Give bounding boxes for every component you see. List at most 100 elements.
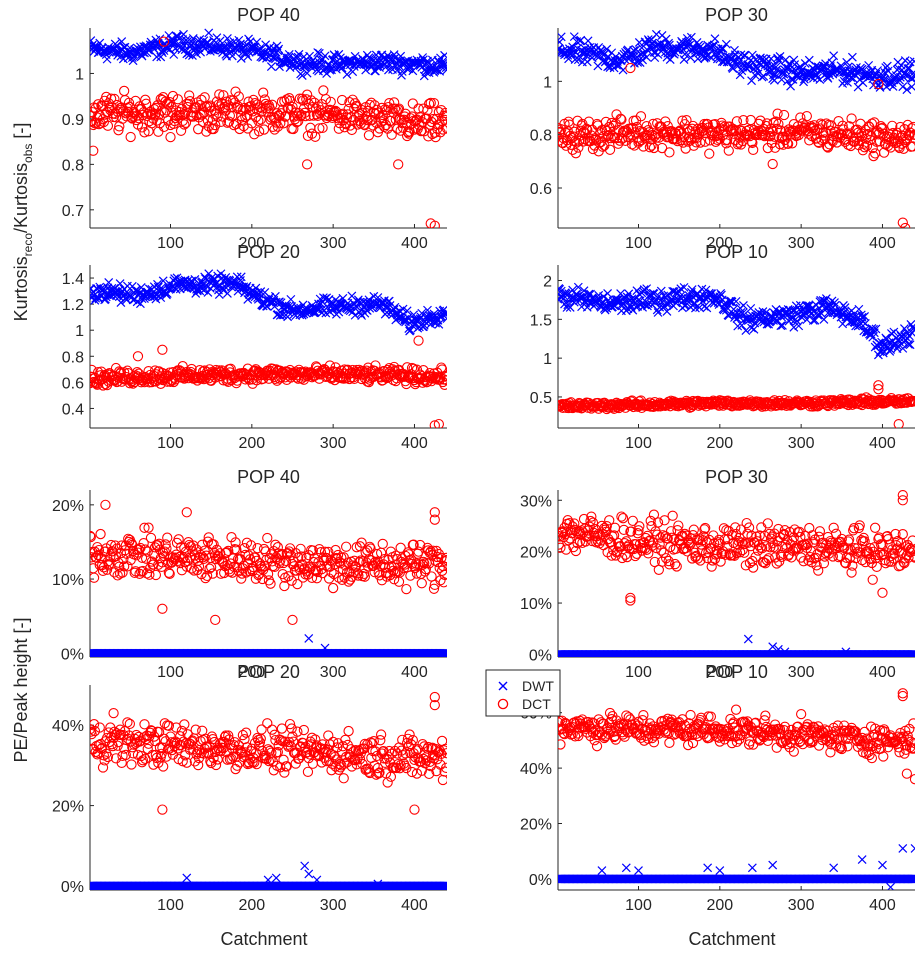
dct-point	[342, 109, 353, 120]
dwt-point	[342, 70, 352, 79]
dct-point	[167, 367, 179, 378]
dct-point	[288, 123, 299, 135]
dwt-point	[565, 303, 575, 312]
ylabel-kurtosis: Kurtosisreco/Kurtosisobs [-]	[11, 123, 35, 322]
dct-point	[145, 532, 157, 544]
dwt-point	[902, 85, 912, 95]
dct-point	[335, 558, 346, 569]
dct-point	[770, 116, 782, 127]
dct-point	[153, 126, 164, 137]
dct-point	[407, 98, 418, 109]
dct-point	[426, 571, 437, 582]
dct-point	[726, 400, 737, 411]
dct-point	[365, 543, 376, 554]
dwt-point	[576, 35, 586, 45]
dwt-point	[741, 326, 751, 336]
dwt-point	[415, 314, 425, 324]
dct-point	[125, 131, 136, 143]
x-tick-label: 200	[706, 664, 733, 681]
dct-point	[441, 123, 447, 134]
dwt-point	[712, 54, 722, 64]
x-tick-label: 100	[157, 664, 184, 681]
dct-point	[269, 124, 280, 135]
dct-point	[139, 522, 150, 533]
dct-point	[364, 541, 375, 552]
dwt-point	[660, 47, 670, 57]
dwt-point	[169, 50, 179, 59]
dwt-point	[680, 49, 690, 59]
dwt-point	[729, 56, 739, 65]
dct-point	[748, 144, 759, 155]
dwt-point	[266, 62, 276, 72]
dct-point	[413, 546, 424, 557]
dct-point	[122, 561, 133, 572]
dct-point	[371, 548, 383, 560]
dct-point	[164, 568, 175, 580]
dct-point	[408, 539, 419, 550]
dwt-point	[710, 34, 720, 44]
dwt-point	[665, 55, 675, 64]
dwt-point	[787, 313, 797, 323]
dct-point	[778, 109, 790, 121]
dct-point	[91, 117, 102, 128]
x-tick-label: 400	[401, 664, 428, 681]
panel-title: POP 10	[705, 242, 768, 262]
dct-point	[165, 131, 176, 143]
dct-point	[745, 114, 756, 126]
dwt-point	[254, 289, 264, 299]
dwt-point	[204, 28, 214, 38]
x-tick-label: 100	[625, 435, 652, 452]
dct-point	[773, 118, 784, 130]
dct-point	[131, 114, 142, 126]
data-marks	[558, 490, 915, 657]
dct-point	[282, 548, 293, 559]
dct-point	[220, 547, 231, 559]
y-tick-label: 1	[75, 323, 84, 340]
dct-point	[415, 539, 426, 551]
dwt-point	[775, 51, 785, 61]
dct-point	[648, 142, 660, 154]
dct-point	[270, 539, 281, 550]
dwt-point	[274, 44, 284, 54]
dct-point	[173, 534, 184, 545]
dwt-point	[569, 32, 579, 42]
panel-title: POP 40	[237, 5, 300, 25]
dct-point	[399, 371, 410, 382]
dwt-point	[907, 82, 915, 92]
dct-point	[440, 556, 447, 567]
dct-point	[873, 384, 884, 395]
dwt-point	[117, 37, 127, 46]
dct-point	[616, 114, 627, 125]
dct-point	[907, 141, 915, 152]
y-tick-label: 0.4	[62, 401, 84, 418]
dct-point	[441, 552, 447, 564]
y-tick-label: 20%	[52, 498, 84, 515]
dwt-point	[314, 48, 324, 58]
dct-point	[245, 540, 257, 551]
dct-point	[437, 124, 447, 135]
dct-point	[738, 114, 749, 126]
dwt-point	[761, 308, 771, 317]
panel-title: POP 40	[237, 467, 300, 487]
dct-point	[401, 583, 412, 595]
dct-point	[646, 140, 657, 151]
dwt-point	[773, 307, 783, 317]
dct-point	[411, 568, 423, 579]
dct-point	[200, 102, 211, 113]
dwt-point	[423, 305, 432, 315]
dwt-point	[337, 63, 347, 73]
dct-point	[353, 570, 364, 581]
dct-point	[625, 62, 636, 74]
dct-point	[299, 563, 310, 574]
dwt-point	[168, 38, 178, 48]
dct-point	[635, 111, 647, 122]
dwt-point	[686, 287, 696, 297]
y-tick-label: 2	[543, 274, 552, 291]
dct-point	[440, 107, 447, 119]
dwt-point	[708, 42, 718, 51]
dwt-point	[898, 82, 908, 92]
dct-point	[409, 561, 420, 572]
y-tick-label: 10%	[52, 572, 84, 589]
